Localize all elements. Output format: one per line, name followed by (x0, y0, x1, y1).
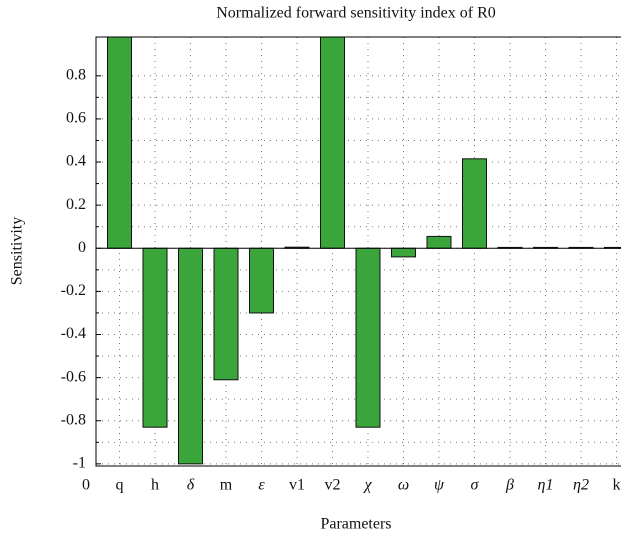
x-tick-label: χ (362, 477, 372, 494)
y-tick-label: 0 (78, 239, 86, 256)
bar (142, 247, 168, 428)
x-tick-label: q (116, 477, 124, 494)
x-tick-label: 0 (82, 477, 90, 494)
x-axis-label: Parameters (320, 516, 391, 533)
chart-title: Normalized forward sensitivity index of … (216, 5, 496, 22)
x-tick-label: m (220, 477, 233, 494)
y-tick-label: -0.6 (61, 368, 86, 385)
x-tick-label: δ (187, 477, 195, 494)
x-tick-label: v2 (325, 477, 341, 494)
x-tick-label: k (613, 477, 621, 494)
bar (355, 247, 381, 428)
x-tick-label: η1 (538, 477, 554, 494)
x-tick-label: h (151, 477, 159, 494)
x-tick-label: ψ (434, 477, 445, 494)
x-tick-label: σ (471, 477, 480, 494)
x-tick-label: β (505, 477, 514, 494)
y-axis-label: Sensitivity (9, 217, 26, 285)
x-tick-label: ω (398, 477, 409, 494)
axes-frame (95, 36, 621, 467)
bars (107, 37, 621, 465)
bar (178, 247, 203, 465)
y-tick-label: 0.6 (66, 110, 86, 127)
bar (426, 235, 452, 249)
bar (320, 37, 345, 249)
x-tick-label: η2 (573, 477, 589, 494)
y-tick-label: -0.8 (61, 411, 86, 428)
x-tick-label: v1 (289, 477, 305, 494)
y-tick-label: -0.2 (61, 282, 86, 299)
bar (391, 247, 416, 258)
bar (107, 37, 132, 249)
bar (249, 247, 274, 314)
y-tick-label: 0.4 (66, 153, 86, 170)
y-tick-label: -0.4 (61, 325, 86, 342)
y-tick-label: -1 (73, 455, 86, 472)
bar (462, 158, 487, 249)
x-tick-label: ε (258, 477, 265, 494)
bar (213, 247, 239, 381)
y-tick-label: 0.2 (66, 196, 86, 213)
y-tick-label: 0.8 (66, 66, 86, 83)
